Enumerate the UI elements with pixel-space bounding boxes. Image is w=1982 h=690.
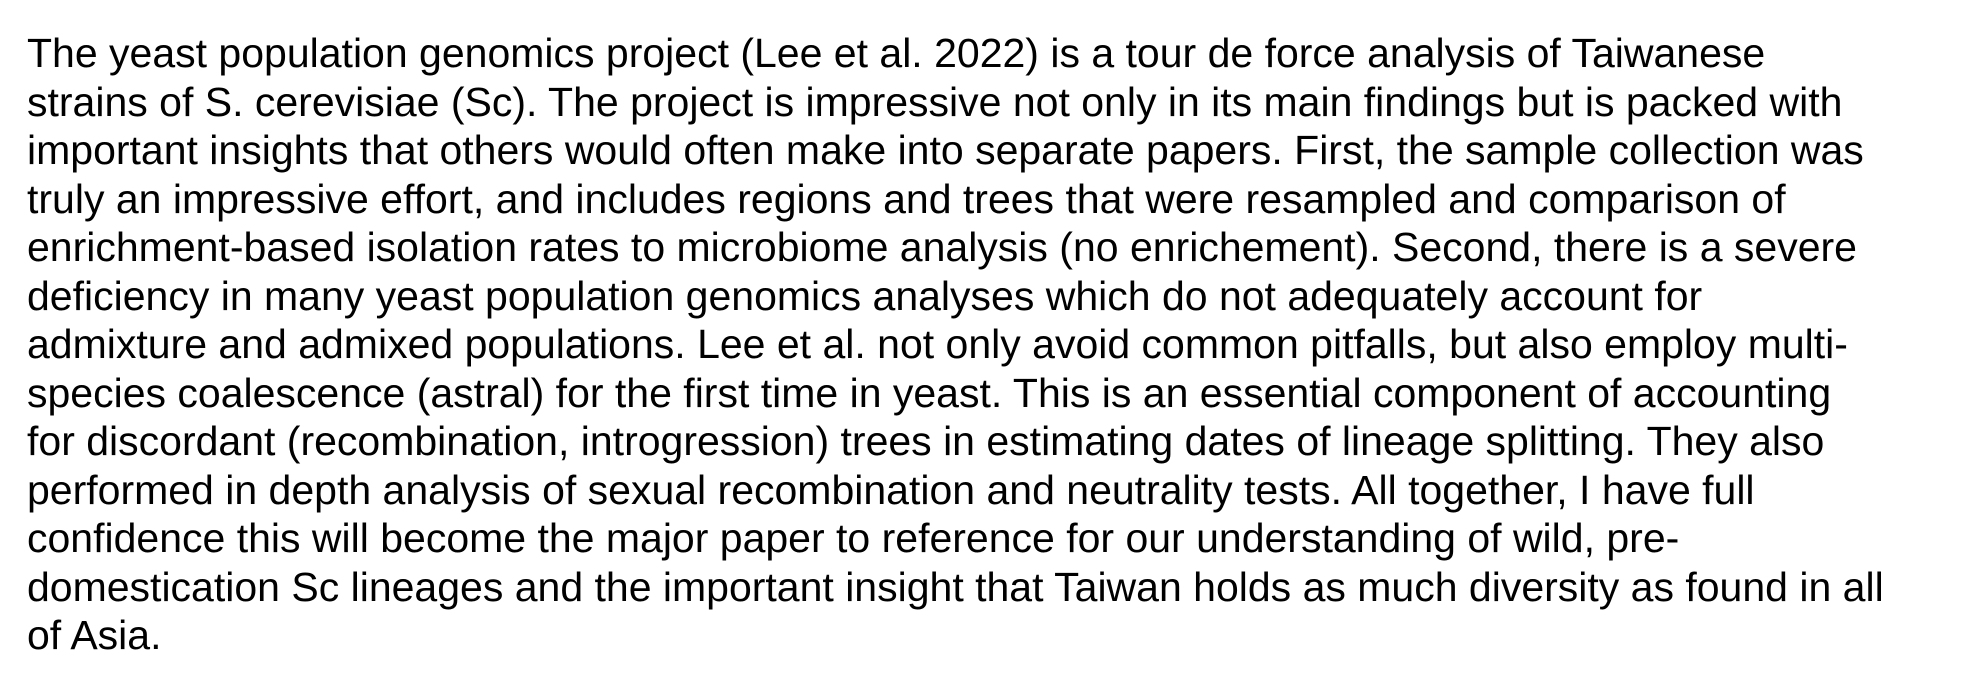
review-paragraph: The yeast population genomics project (L… <box>27 30 1884 658</box>
